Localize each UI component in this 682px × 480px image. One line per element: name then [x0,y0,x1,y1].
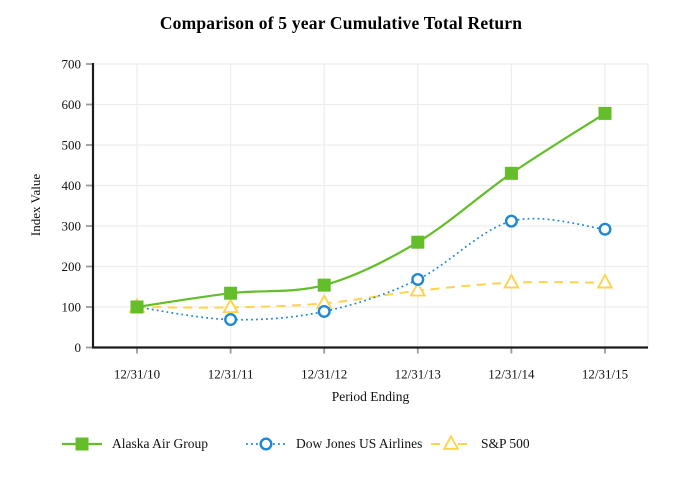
legend-label-dow-jones-us-airlines: Dow Jones US Airlines [296,436,423,451]
legend-label-alaska-air-group: Alaska Air Group [112,436,208,451]
svg-text:500: 500 [62,138,82,153]
chart-title: Comparison of 5 year Cumulative Total Re… [159,13,523,33]
svg-text:400: 400 [62,178,82,193]
legend-marker-dow-jones-us-airlines [246,437,286,451]
svg-text:12/31/14: 12/31/14 [488,367,535,382]
svg-text:12/31/15: 12/31/15 [582,367,628,382]
svg-text:600: 600 [62,97,82,112]
svg-text:300: 300 [62,219,82,234]
gridlines [93,63,649,348]
legend-item-sp-500: S&P 500 [431,433,530,455]
legend-marker-sp-500 [431,434,471,450]
svg-text:12/31/10: 12/31/10 [114,367,160,382]
svg-text:200: 200 [62,259,82,274]
x-axis-title: Period Ending [331,389,410,404]
legend: Alaska Air Group Dow Jones US Airlines S… [0,433,682,455]
legend-item-dow-jones-us-airlines: Dow Jones US Airlines [246,433,422,455]
legend-item-alaska-air-group: Alaska Air Group [62,433,208,455]
svg-text:12/31/13: 12/31/13 [395,367,441,382]
tick-marks [86,63,606,354]
svg-text:0: 0 [75,340,82,355]
legend-marker-alaska-air-group [62,437,102,451]
legend-label-sp-500: S&P 500 [481,436,530,451]
y-tick-labels: 0 100 200 300 400 500 600 700 [62,57,82,356]
series-alaska-air-group [130,106,612,314]
axes [91,63,648,349]
x-tick-labels: 12/31/10 12/31/11 12/31/12 12/31/13 12/31/14… [114,367,628,382]
svg-text:700: 700 [62,57,82,72]
svg-text:100: 100 [62,300,82,315]
svg-text:12/31/11: 12/31/11 [208,367,254,382]
svg-text:12/31/12: 12/31/12 [301,367,347,382]
